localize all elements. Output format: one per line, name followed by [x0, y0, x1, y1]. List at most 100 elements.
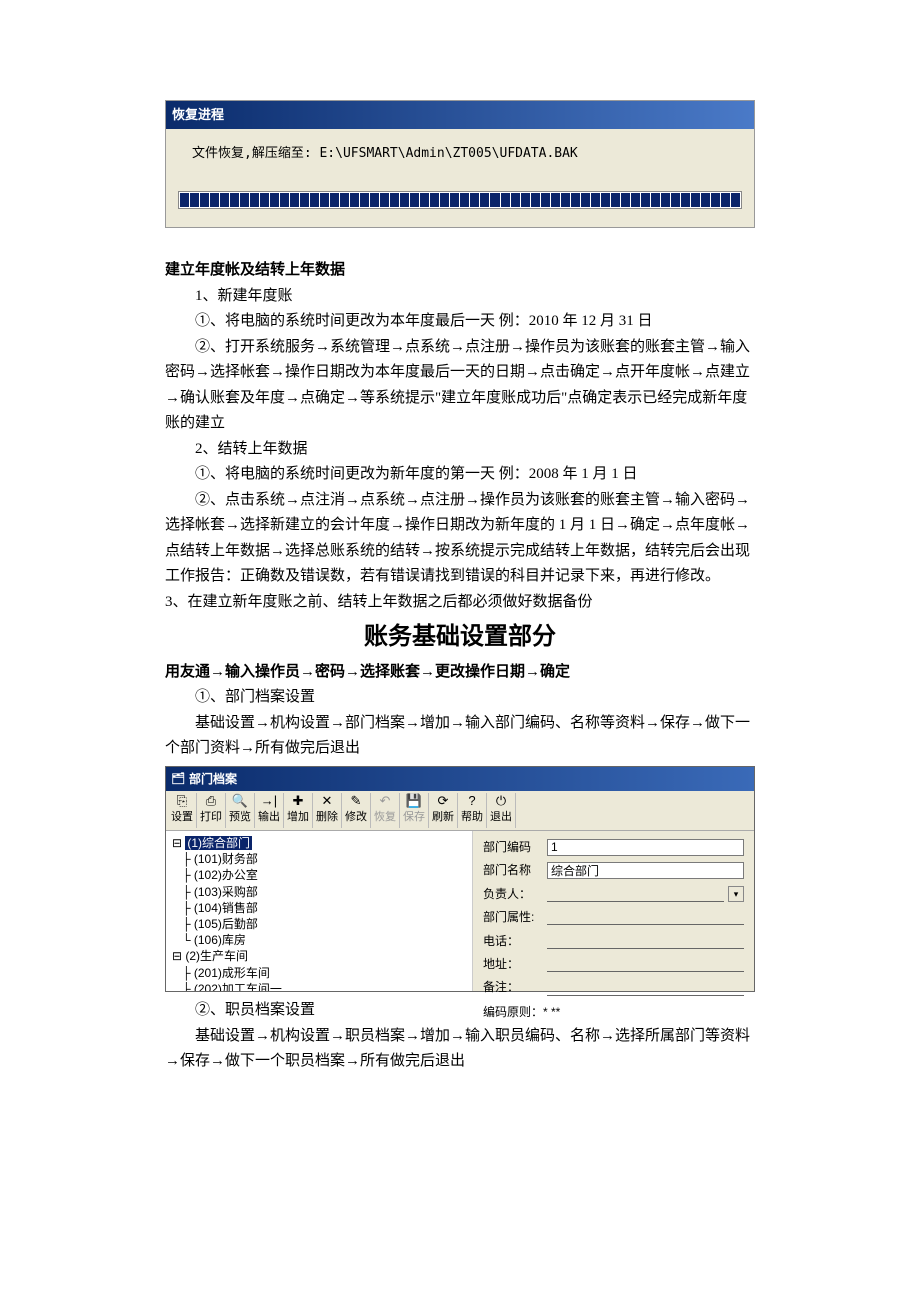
tree-node[interactable]: ├ (103)采购部: [172, 884, 466, 900]
restore-progress-dialog: 恢复进程 文件恢复,解压缩至: E:\UFSMART\Admin\ZT005\U…: [165, 100, 755, 228]
progress-segment: [340, 193, 349, 207]
progress-segment: [230, 193, 239, 207]
toolbar-刷新-button[interactable]: ⟳刷新: [429, 793, 458, 828]
dept-archive-window: 🗂 部门档案 ⎘设置⎙打印🔍预览→|输出✚增加✕删除✎修改↶恢复💾保存⟳刷新?帮…: [165, 766, 755, 992]
progress-segment: [350, 193, 359, 207]
保存-icon: 💾: [406, 794, 422, 808]
code-rule: 编码原则：* **: [483, 1002, 744, 1022]
输出-icon: →|: [261, 794, 277, 808]
dept-window-titlebar: 🗂 部门档案: [166, 767, 754, 791]
progress-segment: [701, 193, 710, 207]
section-b-p1: ①、部门档案设置: [165, 685, 755, 711]
tree-node[interactable]: └ (106)库房: [172, 932, 466, 948]
progress-segment: [220, 193, 229, 207]
toolbar-设置-button[interactable]: ⎘设置: [168, 793, 197, 828]
progress-segment: [390, 193, 399, 207]
progress-segment: [190, 193, 199, 207]
progress-segment: [721, 193, 730, 207]
addr-input[interactable]: [547, 956, 744, 972]
remark-label: 备注：: [483, 977, 543, 997]
toolbar-保存-button: 💾保存: [400, 793, 429, 828]
tree-node[interactable]: ⊟ (2)生产车间: [172, 948, 466, 964]
progress-segment: [320, 193, 329, 207]
section-a-a2: ①、将电脑的系统时间更改为本年度最后一天 例：2010 年 12 月 31 日: [165, 309, 755, 335]
toolbar-label: 刷新: [432, 808, 454, 827]
progress-segment: [731, 193, 740, 207]
remark-input[interactable]: [547, 980, 744, 996]
tree-node[interactable]: ├ (105)后勤部: [172, 916, 466, 932]
打印-icon: ⎙: [206, 794, 216, 808]
刷新-icon: ⟳: [438, 794, 449, 808]
progress-segment: [330, 193, 339, 207]
progress-segment: [651, 193, 660, 207]
toolbar-退出-button[interactable]: ⏻退出: [487, 793, 516, 828]
tree-node[interactable]: ⊟ (1)综合部门: [172, 835, 466, 851]
dept-tree[interactable]: ⊟ (1)综合部门 ├ (101)财务部 ├ (102)办公室 ├ (103)采…: [166, 831, 473, 991]
toolbar-增加-button[interactable]: ✚增加: [284, 793, 313, 828]
dept-toolbar: ⎘设置⎙打印🔍预览→|输出✚增加✕删除✎修改↶恢复💾保存⟳刷新?帮助⏻退出: [166, 791, 754, 831]
progress-segment: [410, 193, 419, 207]
progress-segment: [681, 193, 690, 207]
toolbar-修改-button[interactable]: ✎修改: [342, 793, 371, 828]
toolbar-label: 退出: [490, 808, 512, 827]
code-input[interactable]: [547, 839, 744, 856]
toolbar-输出-button[interactable]: →|输出: [255, 793, 284, 828]
tree-node[interactable]: ├ (102)办公室: [172, 867, 466, 883]
toolbar-帮助-button[interactable]: ?帮助: [458, 793, 487, 828]
toolbar-预览-button[interactable]: 🔍预览: [226, 793, 255, 828]
tel-label: 电话：: [483, 931, 543, 951]
section-a-b3: ②、点击系统→点注消→点系统→点注册→操作员为该账套的账套主管→输入密码→选择帐…: [165, 488, 755, 590]
progress-segment: [180, 193, 189, 207]
progress-segment: [541, 193, 550, 207]
progress-segment: [430, 193, 439, 207]
tree-node[interactable]: ├ (104)销售部: [172, 900, 466, 916]
big-heading: 账务基础设置部分: [165, 617, 755, 658]
toolbar-label: 打印: [200, 808, 222, 827]
tree-node-label: (202)加工车间一: [194, 982, 282, 991]
dept-form: 部门编码 部门名称 负责人： ▾ 部门属性: 电话： 地址：: [473, 831, 754, 991]
tree-node[interactable]: ├ (201)成形车间: [172, 965, 466, 981]
attr-input[interactable]: [547, 909, 744, 925]
progress-segment: [631, 193, 640, 207]
progress-segment: [310, 193, 319, 207]
leader-input[interactable]: [547, 886, 724, 902]
leader-dropdown-button[interactable]: ▾: [728, 886, 744, 902]
toolbar-删除-button[interactable]: ✕删除: [313, 793, 342, 828]
progress-segment: [581, 193, 590, 207]
progress-segment: [270, 193, 279, 207]
progress-segment: [300, 193, 309, 207]
restore-progress-text: 文件恢复,解压缩至: E:\UFSMART\Admin\ZT005\UFDATA…: [178, 143, 742, 191]
tree-node-label: (104)销售部: [194, 901, 258, 915]
progress-segment: [501, 193, 510, 207]
tree-node-label: (105)后勤部: [194, 917, 258, 931]
toolbar-label: 帮助: [461, 808, 483, 827]
dept-window-title: 部门档案: [189, 769, 237, 789]
修改-icon: ✎: [351, 794, 362, 808]
toolbar-打印-button[interactable]: ⎙打印: [197, 793, 226, 828]
app-icon: 🗂: [171, 770, 185, 789]
toolbar-label: 增加: [287, 808, 309, 827]
tel-input[interactable]: [547, 933, 744, 949]
progress-segment: [370, 193, 379, 207]
progress-segment: [380, 193, 389, 207]
tree-node-label: (2)生产车间: [185, 949, 248, 963]
toolbar-恢复-button: ↶恢复: [371, 793, 400, 828]
progress-segment: [561, 193, 570, 207]
progress-segment: [360, 193, 369, 207]
section-b-p4: 基础设置→机构设置→职员档案→增加→输入职员编码、名称→选择所属部门等资料→保存…: [165, 1024, 755, 1075]
code-label: 部门编码: [483, 837, 543, 857]
section-a-heading: 建立年度帐及结转上年数据: [165, 258, 755, 284]
tree-node[interactable]: ├ (101)财务部: [172, 851, 466, 867]
section-a-a1: 1、新建年度账: [165, 284, 755, 310]
progress-segment: [611, 193, 620, 207]
section-a-b2: ①、将电脑的系统时间更改为新年度的第一天 例：2008 年 1 月 1 日: [165, 462, 755, 488]
progress-segment: [521, 193, 530, 207]
progress-segment: [641, 193, 650, 207]
tree-node-label: (1)综合部门: [185, 836, 252, 850]
name-input[interactable]: [547, 862, 744, 879]
progress-segment: [470, 193, 479, 207]
tree-node[interactable]: ├ (202)加工车间一: [172, 981, 466, 991]
section-b-p2: 基础设置→机构设置→部门档案→增加→输入部门编码、名称等资料→保存→做下一个部门…: [165, 711, 755, 762]
toolbar-label: 设置: [171, 808, 193, 827]
progress-segment: [661, 193, 670, 207]
